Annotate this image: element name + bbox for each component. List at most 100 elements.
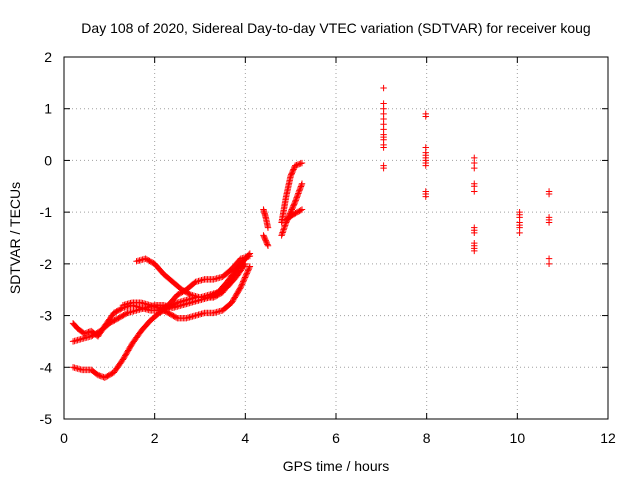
data-point (246, 252, 254, 260)
data-point (281, 223, 288, 230)
data-point (239, 279, 246, 287)
data-point (237, 283, 244, 291)
data-point (236, 285, 244, 292)
data-point (264, 241, 271, 248)
data-point (471, 247, 478, 255)
data-point (422, 162, 429, 169)
y-tick-label: -3 (40, 308, 53, 324)
data-point (280, 225, 288, 232)
data-point (81, 330, 88, 337)
x-tick-label: 0 (60, 430, 68, 446)
data-point (281, 222, 289, 229)
x-axis-label: GPS time / hours (283, 458, 390, 474)
data-point (297, 183, 305, 190)
data-point (264, 224, 272, 231)
data-point (298, 159, 306, 167)
data-point (246, 263, 254, 270)
data-point (243, 271, 250, 278)
data-point (282, 220, 289, 228)
data-point (242, 272, 249, 280)
x-tick-label: 6 (332, 430, 340, 446)
data-points (69, 84, 553, 381)
data-point (295, 188, 303, 196)
y-tick-label: 0 (44, 152, 52, 168)
data-point (296, 186, 304, 193)
data-point (244, 267, 252, 274)
data-point (293, 194, 300, 201)
data-point (278, 230, 286, 238)
data-point (243, 270, 251, 277)
data-point (122, 310, 130, 317)
y-tick-label: 2 (44, 49, 52, 65)
data-point (241, 274, 249, 281)
data-point (422, 113, 429, 120)
data-point (292, 198, 299, 205)
data-point (471, 164, 478, 172)
data-point (292, 197, 299, 204)
data-point (294, 193, 301, 200)
data-point (279, 229, 286, 236)
x-tick-label: 2 (151, 430, 159, 446)
data-point (118, 305, 125, 312)
data-point (380, 84, 387, 92)
x-tick-label: 4 (241, 430, 249, 446)
data-point (516, 229, 523, 237)
data-point (245, 266, 252, 273)
data-point (264, 242, 272, 249)
x-tick-label: 8 (423, 430, 431, 446)
data-point (96, 372, 103, 379)
data-point (380, 164, 387, 172)
data-point (278, 232, 285, 239)
data-point (279, 227, 287, 235)
data-point (241, 275, 248, 283)
data-point (242, 260, 249, 268)
y-tick-label: -2 (40, 256, 53, 272)
data-point (172, 314, 180, 321)
grid-lines (64, 57, 608, 419)
data-point (471, 188, 478, 195)
data-point (293, 161, 300, 169)
data-point (294, 191, 302, 199)
data-point (295, 190, 302, 197)
data-point (471, 229, 478, 237)
data-point (97, 372, 104, 380)
data-point (545, 190, 553, 198)
data-point (246, 264, 253, 272)
y-tick-label: -5 (40, 411, 53, 427)
data-point (296, 187, 303, 194)
data-point (94, 371, 102, 379)
data-point (244, 268, 251, 276)
data-point (298, 180, 306, 187)
data-point (240, 277, 248, 284)
data-point (280, 226, 287, 233)
y-tick-label: 1 (44, 101, 52, 117)
y-axis-label: SDTVAR / TECUs (7, 182, 23, 294)
data-point (380, 144, 387, 151)
data-point (545, 260, 553, 268)
data-point (82, 329, 89, 337)
chart-title: Day 108 of 2020, Sidereal Day-to-day VTE… (81, 20, 590, 36)
data-point (240, 278, 247, 285)
y-tick-label: -1 (40, 204, 53, 220)
data-point (298, 181, 305, 189)
x-tick-label: 10 (510, 430, 526, 446)
data-point (238, 282, 245, 289)
data-point (238, 281, 246, 288)
data-point (545, 219, 553, 226)
y-tick-label: -4 (40, 359, 53, 375)
data-point (241, 261, 248, 269)
data-point (298, 206, 306, 213)
data-point (294, 161, 302, 168)
data-point (186, 290, 193, 298)
x-tick-label: 12 (600, 430, 616, 446)
data-point (291, 199, 298, 207)
data-point (297, 160, 304, 167)
data-point (293, 195, 300, 203)
data-point (292, 162, 299, 169)
data-point (191, 279, 198, 287)
data-point (297, 207, 304, 214)
data-point (297, 184, 304, 192)
data-point (422, 193, 429, 200)
